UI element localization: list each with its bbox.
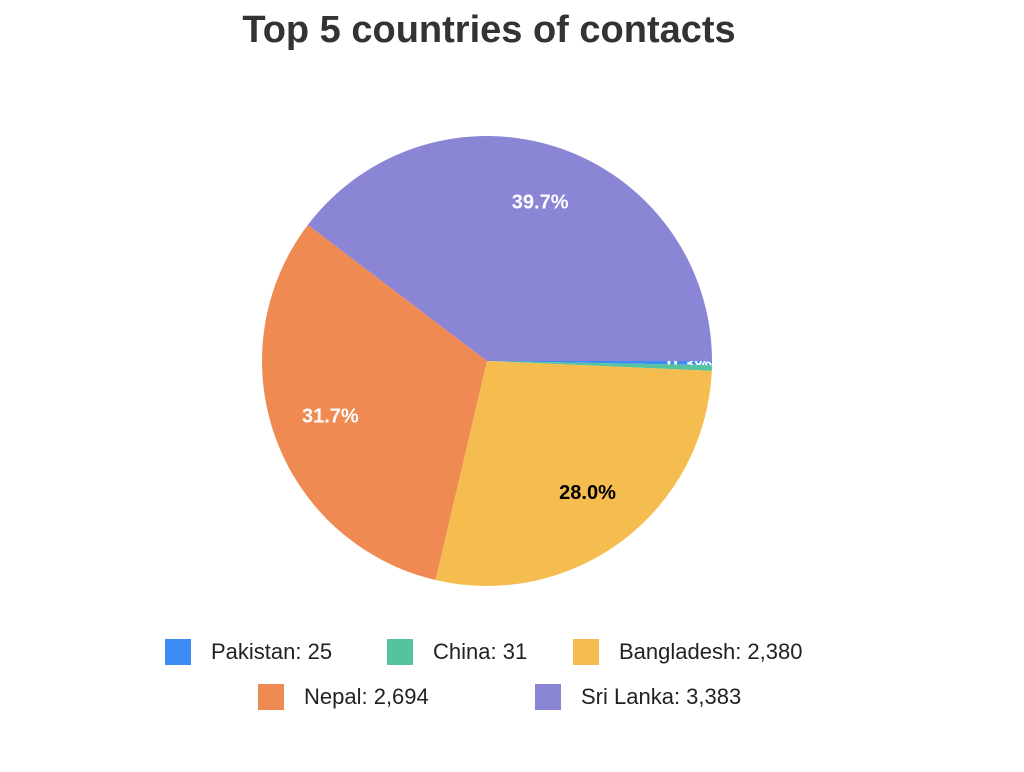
legend-label: Nepal: 2,694 <box>304 684 429 709</box>
legend-label: China: 31 <box>433 639 527 664</box>
slice-label: 31.7% <box>302 406 359 428</box>
legend-swatch <box>573 639 599 665</box>
slice-label: 28.0% <box>559 482 616 504</box>
pie-slice <box>435 361 712 586</box>
pie-slice <box>487 361 712 371</box>
legend-label: Bangladesh: 2,380 <box>619 639 803 664</box>
chart-title: Top 5 countries of contacts <box>242 9 735 51</box>
legend-swatch <box>165 639 191 665</box>
pie-slice <box>307 136 712 361</box>
legend-label: Sri Lanka: 3,383 <box>581 684 741 709</box>
slice-label: 39.7% <box>512 191 569 213</box>
legend-swatch <box>387 639 413 665</box>
legend-swatch <box>535 684 561 710</box>
pie-slice <box>262 224 487 581</box>
legend-swatch <box>258 684 284 710</box>
pie-slice <box>487 361 712 366</box>
legend-label: Pakistan: 25 <box>211 639 332 664</box>
